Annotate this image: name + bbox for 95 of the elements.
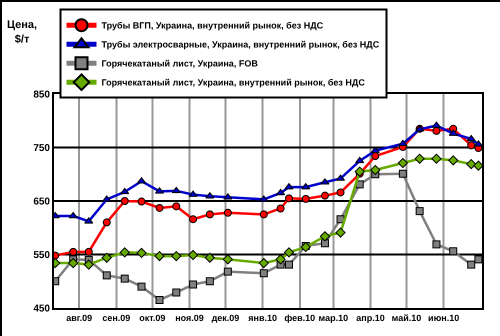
point <box>68 212 78 218</box>
point <box>154 187 164 194</box>
point <box>223 193 232 200</box>
point <box>371 152 380 160</box>
point <box>102 218 111 226</box>
y-tick-label: 750 <box>33 143 50 154</box>
point <box>466 134 476 142</box>
point <box>474 140 482 147</box>
x-tick-label: авг.09 <box>66 312 92 323</box>
point <box>474 255 482 264</box>
x-tick-label: ноя.09 <box>175 312 204 323</box>
legend-label: Горячекатаный лист, Украина, внутренний рынок, без НДС <box>102 78 366 88</box>
point <box>156 296 164 304</box>
x-tick-label: дек.09 <box>212 312 240 323</box>
point <box>276 188 286 196</box>
point <box>284 260 293 269</box>
point <box>136 248 147 258</box>
point <box>276 254 286 264</box>
point <box>320 231 330 242</box>
point <box>431 154 442 164</box>
x-tick-label: окт.09 <box>139 312 166 323</box>
point <box>69 248 78 256</box>
point <box>398 140 408 146</box>
legend-label: Горячекатаный лист, Украина, FOB <box>102 58 258 69</box>
x-tick-label: фев.10 <box>284 312 316 323</box>
point <box>336 188 345 196</box>
point <box>172 202 180 210</box>
point <box>466 159 476 170</box>
point <box>68 258 78 268</box>
point <box>84 248 93 256</box>
point <box>260 210 268 218</box>
point <box>335 228 346 238</box>
y-tick-label: 850 <box>33 90 50 100</box>
y-tick-label: 550 <box>33 250 50 261</box>
x-tick-label: сен.09 <box>102 312 130 323</box>
y-tick-label: 450 <box>33 304 50 314</box>
point <box>355 156 364 164</box>
point <box>416 207 424 216</box>
point <box>284 247 294 258</box>
point <box>258 258 269 268</box>
point <box>448 155 458 166</box>
point <box>120 247 130 258</box>
point <box>120 188 130 194</box>
point <box>259 195 268 202</box>
point <box>432 126 440 135</box>
point <box>138 282 146 291</box>
point <box>300 242 311 252</box>
point <box>276 204 285 212</box>
point <box>320 192 329 200</box>
point <box>302 194 310 203</box>
point <box>398 170 407 178</box>
point <box>120 274 129 283</box>
point <box>224 268 232 276</box>
point <box>102 271 111 280</box>
point <box>189 280 198 288</box>
point <box>320 178 330 185</box>
y-axis-title: Цена, $/т <box>7 19 38 46</box>
point <box>432 240 440 248</box>
x-tick-label: май.10 <box>392 312 422 323</box>
point <box>206 210 214 218</box>
point <box>467 260 476 269</box>
x-tick-label: апр.10 <box>356 312 385 323</box>
point <box>449 247 458 256</box>
point <box>398 158 408 168</box>
point <box>260 269 268 278</box>
x-tick-label: июн.10 <box>428 312 460 323</box>
point <box>154 251 165 262</box>
point <box>354 166 365 177</box>
point <box>224 208 232 217</box>
point <box>204 252 215 263</box>
legend-label: Трубы электросварные, Украина, внутренний рынок, без НДС <box>102 40 380 50</box>
point <box>473 160 482 171</box>
point <box>414 154 425 164</box>
point <box>138 198 146 206</box>
point <box>84 217 94 224</box>
point <box>84 260 94 270</box>
legend-label: Трубы ВГП, Украина, внутренний рынок, без НДС <box>102 20 324 31</box>
point <box>172 288 180 296</box>
point <box>189 215 198 224</box>
point <box>222 254 233 264</box>
x-tick-label: мар.10 <box>318 312 348 323</box>
point <box>102 195 112 202</box>
point <box>156 204 164 212</box>
point <box>120 197 129 205</box>
y-tick-label: 650 <box>33 196 50 208</box>
point <box>370 164 380 176</box>
point <box>171 251 182 262</box>
point <box>467 141 476 150</box>
point <box>188 250 198 260</box>
point <box>102 252 112 263</box>
x-tick-label: янв.10 <box>248 312 277 323</box>
point <box>320 239 329 248</box>
point <box>206 277 214 286</box>
point <box>172 186 181 194</box>
point <box>284 194 293 202</box>
